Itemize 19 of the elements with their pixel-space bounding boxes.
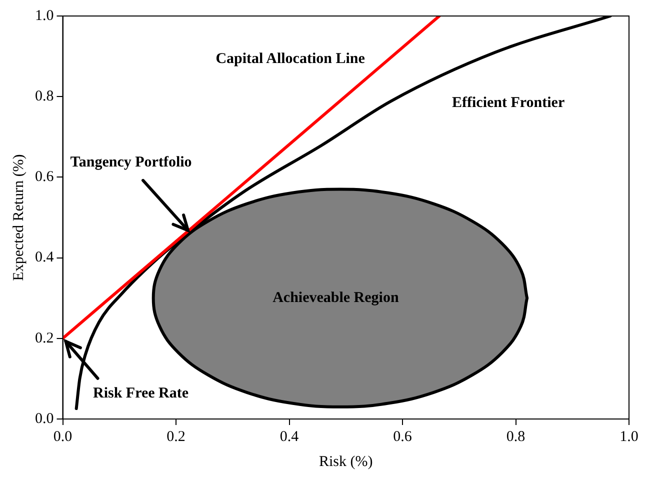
y-tick-label: 0.8 [35,88,54,105]
x-tick-label: 1.0 [620,428,638,445]
y-tick-label: 0.4 [35,250,54,266]
y-tick-label: 0.0 [35,410,54,427]
x-tick-label: 0.2 [166,428,186,445]
x-tick-label: 0.8 [506,428,526,445]
series-label: Capital Allocation Line [216,50,366,67]
x-tick-label: 0.4 [280,428,300,445]
y-tick-label: 0.6 [35,169,54,186]
annotation: Risk Free Rate [92,385,189,402]
x-axis-title: Risk (%) [319,454,373,470]
y-axis-title: Expected Return (%) [10,154,27,281]
x-tick-label: 0.0 [53,428,72,445]
y-tick-label: 1.0 [35,8,54,24]
y-tick-label: 0.2 [35,330,54,346]
series-label: Achieveable Region [272,290,400,306]
series-label: Efficient Frontier [452,94,565,111]
annotation: Tangency Portfolio [70,154,192,170]
x-tick-label: 0.6 [393,428,412,445]
